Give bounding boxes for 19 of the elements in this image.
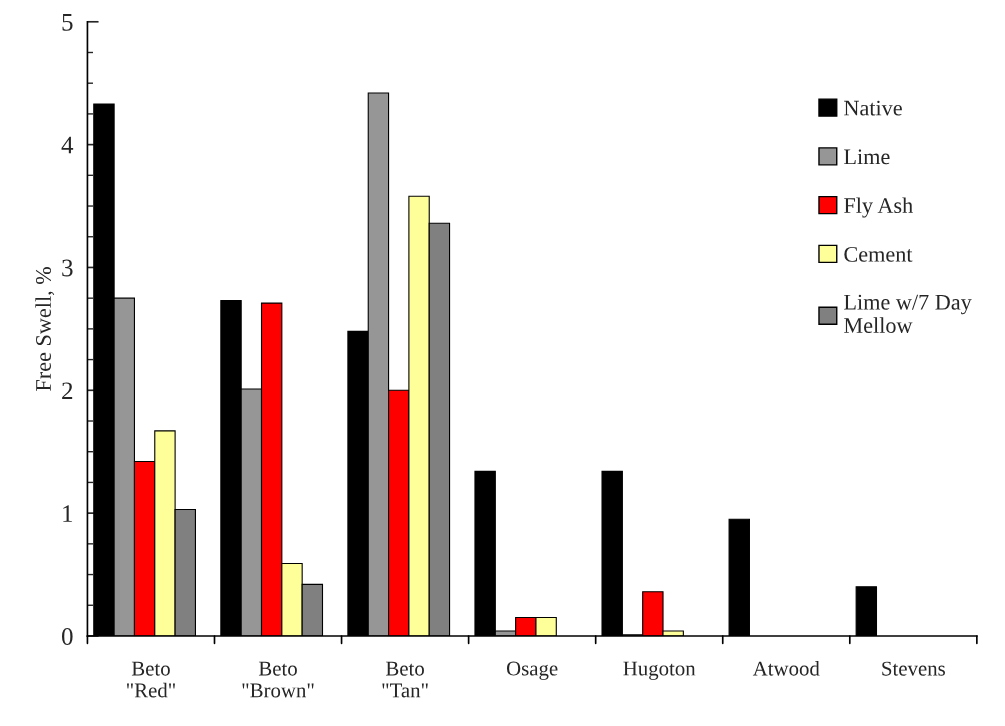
x-tick-label: Beto "Red"	[126, 661, 175, 698]
y-tick-label: 5	[62, 14, 73, 31]
y-tick-label: 3	[62, 259, 73, 277]
y-tick-label: 4	[61, 136, 74, 154]
legend-label: Lime	[844, 149, 890, 165]
x-tick-label: Stevens	[882, 661, 945, 676]
y-tick-label: 0	[62, 628, 73, 645]
y-tick-label: 1	[63, 505, 73, 522]
x-tick-label: Atwood	[752, 660, 820, 676]
legend-label: Cement	[844, 246, 913, 262]
legend-label: Fly Ash	[844, 197, 913, 218]
legend-label: Lime w/7 Day Mellow	[844, 294, 972, 333]
y-axis-title: Free Swell, %	[35, 266, 55, 391]
x-tick-label: Osage	[506, 661, 558, 680]
y-tick-label: 2	[62, 382, 73, 399]
x-tick-label: Beto "Tan"	[382, 661, 428, 698]
legend-label: Native	[844, 100, 902, 116]
x-tick-label: Beto "Brown"	[242, 661, 314, 698]
x-tick-label: Hugoton	[623, 661, 696, 680]
